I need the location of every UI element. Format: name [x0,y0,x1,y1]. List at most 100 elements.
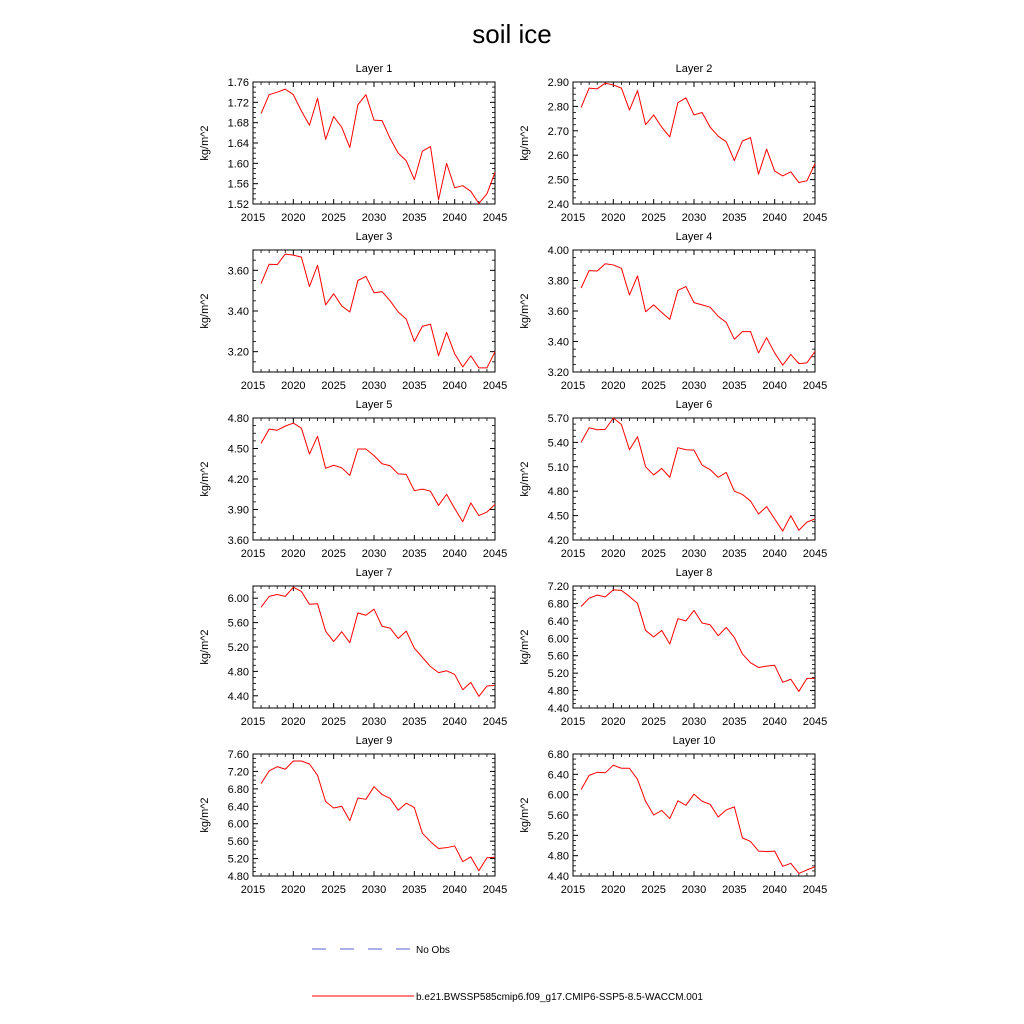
y-tick-label: 5.40 [548,437,569,449]
y-tick-label: 1.56 [228,179,249,191]
x-tick-label: 2035 [402,548,426,560]
x-tick-label: 2020 [601,548,625,560]
y-tick-label: 6.00 [228,593,249,605]
x-tick-label: 2020 [281,380,305,392]
panel-4: Layer 4 kg/m^2 2015 2020 2025 2030 2035 2040 204… [519,231,827,392]
x-tick-label: 2030 [682,212,706,224]
x-tick-label: 2030 [362,380,386,392]
panel-10: Layer 10 kg/m^2 2015 2020 2025 2030 2035 2040 20… [519,735,827,896]
y-tick-label: 2.80 [548,101,569,113]
x-tick-label: 2035 [722,884,746,896]
y-tick-label: 5.20 [228,854,249,866]
plot-frame [572,417,816,541]
y-axis-label: kg/m^2 [519,797,531,832]
x-tick-label: 2035 [402,212,426,224]
x-tick-label: 2030 [682,716,706,728]
series-line [580,82,816,184]
y-tick-label: 4.40 [548,871,569,883]
x-tick-label: 2025 [641,380,665,392]
y-tick-label: 4.20 [548,535,569,547]
series-line [580,263,816,366]
y-tick-label: 1.68 [228,118,249,130]
x-tick-label: 2030 [362,716,386,728]
x-tick-label: 2025 [321,716,345,728]
plot-frame [252,585,496,709]
x-tick-label: 2020 [281,212,305,224]
x-tick-label: 2025 [321,548,345,560]
series-line [260,422,496,523]
panels: Layer 1 kg/m^2 2015 2020 2025 2030 2035 2040 204… [199,63,827,896]
panel-title: Layer 2 [676,63,713,75]
y-tick-label: 6.80 [548,749,569,761]
y-tick-label: 5.60 [548,651,569,663]
y-axis-label: kg/m^2 [199,797,211,832]
y-tick-label: 3.80 [548,276,569,288]
y-tick-label: 1.52 [228,199,249,211]
y-tick-label: 6.40 [548,616,569,628]
panel-title: Layer 6 [676,399,713,411]
legend: No Obs b.e21.BWSSP585cmip6.f09_g17.CMIP6… [312,945,703,1003]
x-tick-label: 2015 [241,212,265,224]
y-tick-label: 5.60 [548,810,569,822]
y-tick-label: 4.40 [548,703,569,715]
y-tick-label: 6.00 [548,790,569,802]
x-tick-label: 2025 [641,212,665,224]
x-tick-label: 2040 [442,380,466,392]
y-axis-label: kg/m^2 [519,293,531,328]
plot-frame [572,585,816,709]
y-tick-label: 3.90 [228,505,249,517]
x-tick-label: 2040 [762,884,786,896]
y-axis-label: kg/m^2 [199,125,211,160]
y-tick-label: 4.80 [548,686,569,698]
y-tick-label: 7.20 [228,766,249,778]
x-tick-label: 2035 [402,884,426,896]
x-tick-label: 2040 [442,548,466,560]
y-tick-label: 3.40 [548,337,569,349]
y-tick-label: 4.20 [228,474,249,486]
y-tick-label: 3.20 [548,367,569,379]
series-line [260,88,496,204]
panel-title: Layer 1 [356,63,393,75]
y-tick-label: 2.40 [548,199,569,211]
y-tick-label: 1.64 [228,138,249,150]
x-tick-label: 2035 [402,380,426,392]
y-tick-label: 4.80 [548,486,569,498]
y-tick-label: 5.70 [548,413,569,425]
x-tick-label: 2040 [442,212,466,224]
x-tick-label: 2045 [483,884,507,896]
figure-title: soil ice [472,19,551,49]
legend-entry-model: b.e21.BWSSP585cmip6.f09_g17.CMIP6-SSP5-8… [312,992,703,1003]
y-tick-label: 5.10 [548,462,569,474]
x-tick-label: 2030 [362,548,386,560]
plot-frame [252,249,496,373]
y-axis-label: kg/m^2 [199,461,211,496]
x-tick-label: 2020 [601,380,625,392]
y-tick-label: 5.60 [228,618,249,630]
x-tick-label: 2035 [722,548,746,560]
y-tick-label: 5.20 [548,668,569,680]
x-tick-label: 2045 [803,716,827,728]
x-tick-label: 2035 [722,212,746,224]
x-tick-label: 2020 [281,548,305,560]
panel-7: Layer 7 kg/m^2 2015 2020 2025 2030 2035 2040 204… [199,567,507,728]
legend-entry-no-obs: No Obs [312,945,450,956]
series-line [260,253,496,369]
x-tick-label: 2015 [241,884,265,896]
panel-title: Layer 4 [676,231,713,243]
series-line [580,589,815,692]
x-tick-label: 2020 [601,884,625,896]
x-tick-label: 2040 [762,212,786,224]
x-tick-label: 2025 [321,212,345,224]
series-line [260,760,496,872]
y-tick-label: 3.20 [228,347,249,359]
x-tick-label: 2015 [561,884,585,896]
series-line [580,417,816,532]
x-tick-label: 2045 [483,548,507,560]
y-axis-label: kg/m^2 [199,629,211,664]
y-tick-label: 5.20 [548,830,569,842]
x-tick-label: 2020 [281,716,305,728]
y-axis-label: kg/m^2 [519,125,531,160]
x-tick-label: 2045 [803,884,827,896]
x-tick-label: 2045 [483,380,507,392]
y-tick-label: 3.60 [228,265,249,277]
